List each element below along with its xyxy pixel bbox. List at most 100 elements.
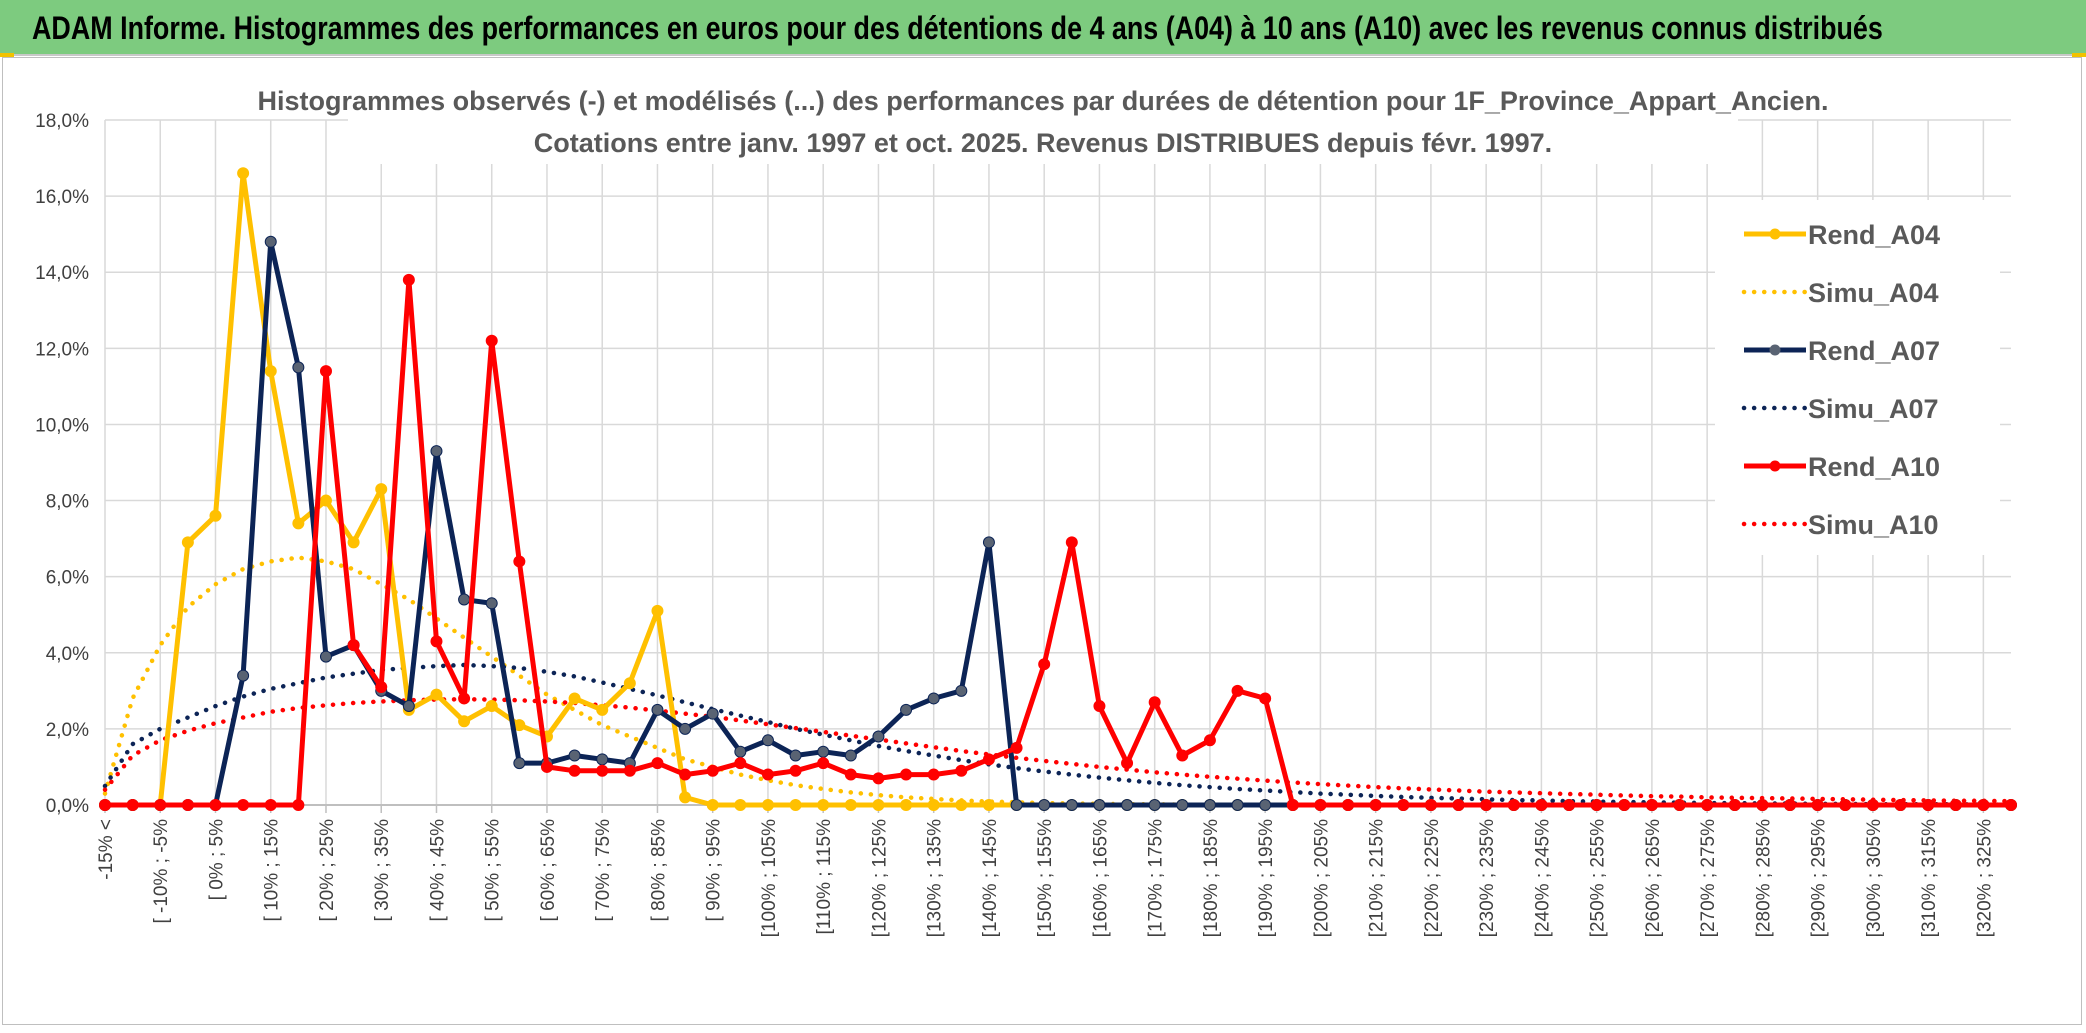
chart-title: Histogrammes observés (-) et modélisés (… xyxy=(258,86,1829,116)
x-tick-label: [ 80% ; 85% xyxy=(648,819,669,922)
data-point-Rend_A10 xyxy=(292,799,305,811)
data-point-Rend_A10 xyxy=(1507,799,1520,811)
data-point-Rend_A10 xyxy=(1148,696,1161,709)
x-tick-label: [ 40% ; 45% xyxy=(427,819,448,922)
data-point-Rend_A07 xyxy=(955,684,968,697)
data-point-Rend_A04 xyxy=(375,483,388,496)
data-point-Rend_A10 xyxy=(1176,749,1189,762)
data-point-Rend_A07 xyxy=(982,536,995,549)
y-tick-label: 10,0% xyxy=(35,415,89,436)
data-point-Rend_A10 xyxy=(706,764,719,777)
data-point-Rend_A10 xyxy=(1010,741,1023,754)
y-tick-label: 4,0% xyxy=(46,644,89,665)
data-point-Rend_A07 xyxy=(761,734,774,747)
series-line-Simu_A04 xyxy=(102,555,2014,808)
x-tick-label: [270% ; 275% xyxy=(1698,819,1719,937)
data-point-Rend_A10 xyxy=(1259,692,1272,705)
data-point-Rend_A07 xyxy=(817,745,830,758)
data-point-Rend_A07 xyxy=(734,745,747,758)
data-point-Rend_A07 xyxy=(237,669,250,682)
data-point-Rend_A10 xyxy=(955,764,968,777)
x-tick-label: [250% ; 255% xyxy=(1588,819,1609,937)
x-tick-label: [260% ; 265% xyxy=(1643,819,1664,937)
data-point-Rend_A04 xyxy=(319,494,332,507)
data-point-Rend_A04 xyxy=(900,799,913,811)
x-tick-label: [310% ; 315% xyxy=(1919,819,1940,937)
data-point-Rend_A10 xyxy=(1701,799,1714,811)
data-point-Rend_A10 xyxy=(900,768,913,781)
data-point-Rend_A07 xyxy=(1038,799,1051,811)
data-point-Rend_A10 xyxy=(375,681,388,694)
axes: 0,0% 2,0% 4,0% 6,0% 8,0% 10,0% 12,0% 14,0% 16,0%… xyxy=(35,111,2011,937)
data-point-Rend_A07 xyxy=(485,597,498,610)
data-point-Rend_A10 xyxy=(982,753,995,766)
x-tick-label: [110% ; 115% xyxy=(814,819,835,935)
data-point-Rend_A04 xyxy=(485,700,498,713)
legend-marker-Rend_A04 xyxy=(1769,228,1781,240)
data-point-Rend_A04 xyxy=(844,799,857,811)
data-point-Rend_A07 xyxy=(706,707,719,720)
data-point-Rend_A10 xyxy=(485,334,498,347)
data-point-Rend_A07 xyxy=(1148,799,1161,811)
series-lines xyxy=(99,167,2017,811)
x-tick-label: [ 70% ; 75% xyxy=(593,819,614,922)
data-point-Rend_A10 xyxy=(789,764,802,777)
report-title: ADAM Informe. Histogrammes des performan… xyxy=(32,10,1883,46)
x-tick-label: [130% ; 135% xyxy=(925,819,946,937)
legend-label-Rend_A07: Rend_A07 xyxy=(1808,336,1940,366)
data-point-Rend_A10 xyxy=(237,799,250,811)
data-point-Rend_A10 xyxy=(513,555,526,568)
data-point-Rend_A04 xyxy=(458,715,471,728)
title-background xyxy=(348,80,1738,164)
data-point-Rend_A04 xyxy=(430,688,443,701)
corner-marker-left xyxy=(0,53,14,57)
x-tick-label: [300% ; 305% xyxy=(1864,819,1885,937)
y-tick-label: 18,0% xyxy=(35,111,89,132)
data-point-Rend_A04 xyxy=(982,799,995,811)
data-point-Rend_A04 xyxy=(237,167,250,180)
data-point-Rend_A07 xyxy=(679,722,692,735)
data-point-Rend_A04 xyxy=(209,509,222,522)
data-point-Rend_A07 xyxy=(1093,799,1106,811)
data-point-Rend_A04 xyxy=(347,536,360,549)
data-point-Rend_A07 xyxy=(900,703,913,716)
x-tick-label: [120% ; 125% xyxy=(869,819,890,937)
report-banner: ADAM Informe. Histogrammes des performan… xyxy=(0,0,2086,56)
x-tick-label: [190% ; 195% xyxy=(1256,819,1277,937)
data-point-Rend_A10 xyxy=(1121,757,1134,770)
data-point-Rend_A10 xyxy=(1645,799,1658,811)
data-point-Rend_A07 xyxy=(402,700,415,713)
chart-subtitle: Cotations entre janv. 1997 et oct. 2025.… xyxy=(534,128,1552,158)
y-tick-label: 2,0% xyxy=(46,720,89,741)
data-point-Rend_A10 xyxy=(1949,799,1962,811)
legend-label-Simu_A10: Simu_A10 xyxy=(1808,510,1939,540)
legend-label-Rend_A10: Rend_A10 xyxy=(1808,452,1940,482)
data-point-Rend_A10 xyxy=(1866,799,1879,811)
data-point-Rend_A07 xyxy=(596,753,609,766)
data-point-Rend_A10 xyxy=(1369,799,1382,811)
data-point-Rend_A07 xyxy=(458,593,471,606)
data-point-Rend_A04 xyxy=(761,799,774,811)
series-line-Rend_A10 xyxy=(105,277,2011,808)
legend-background xyxy=(1715,200,2000,555)
data-point-Rend_A10 xyxy=(264,799,277,811)
data-point-Rend_A04 xyxy=(568,692,581,705)
data-point-Rend_A04 xyxy=(264,365,277,378)
data-point-Rend_A10 xyxy=(1452,799,1465,811)
data-point-Rend_A07 xyxy=(844,749,857,762)
data-point-Rend_A10 xyxy=(1314,799,1327,811)
data-point-Rend_A10 xyxy=(2005,799,2017,811)
legend-label-Simu_A07: Simu_A07 xyxy=(1808,394,1939,424)
data-point-Rend_A10 xyxy=(679,768,692,781)
legend-label-Simu_A04: Simu_A04 xyxy=(1808,278,1939,308)
data-point-Rend_A07 xyxy=(872,730,885,743)
legend: Rend_A04 Simu_A04 Rend_A07 Simu_A07 Rend_A10… xyxy=(1715,200,2000,555)
x-tick-label: [ 50% ; 55% xyxy=(483,819,504,922)
x-tick-label: [160% ; 165% xyxy=(1090,819,1111,937)
y-tick-label: 12,0% xyxy=(35,339,89,360)
data-point-Rend_A10 xyxy=(596,764,609,777)
data-point-Rend_A10 xyxy=(927,768,940,781)
data-point-Rend_A10 xyxy=(761,768,774,781)
data-point-Rend_A10 xyxy=(402,273,415,286)
data-point-Rend_A10 xyxy=(458,692,471,705)
